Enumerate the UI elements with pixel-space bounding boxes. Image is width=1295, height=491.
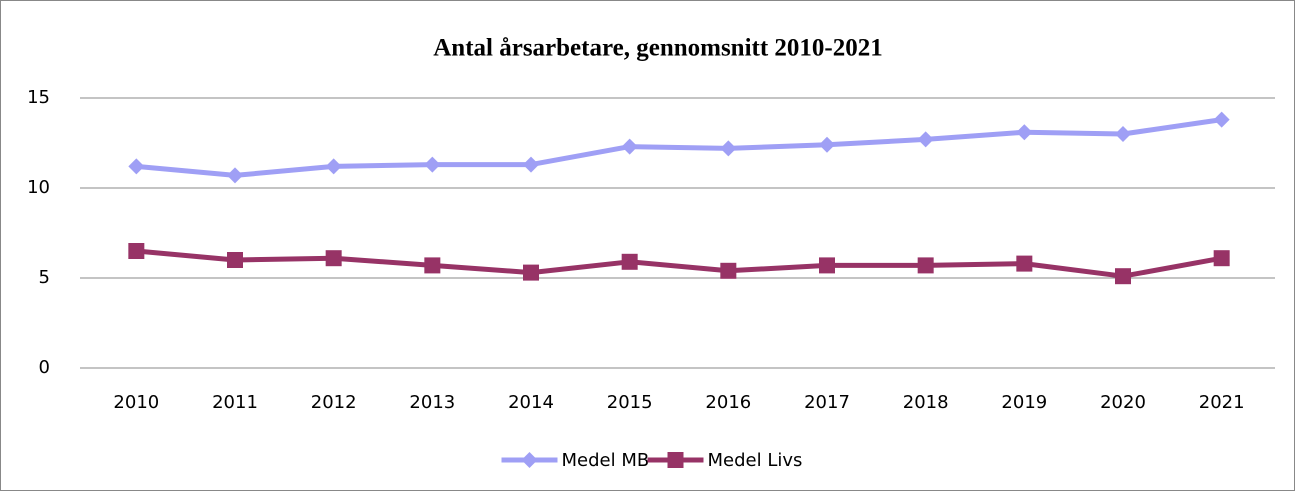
x-tick-label: 2016 [705,392,751,413]
legend-symbol [521,452,538,468]
data-point [523,264,539,281]
x-tick-label: 2019 [1001,392,1047,413]
data-point [325,158,342,175]
data-point [819,136,835,153]
data-point [227,167,243,184]
data-point [128,243,145,259]
data-point [1016,255,1033,272]
data-point [621,253,638,270]
legend-label: Medel Livs [708,450,803,471]
data-point [1016,124,1033,141]
x-tick-label: 2011 [212,392,258,413]
y-tick-label: 0 [39,357,50,378]
x-tick-label: 2015 [607,392,653,413]
y-tick-label: 5 [39,267,50,288]
data-point [325,250,342,267]
data-point [424,156,441,173]
x-tick-label: 2017 [804,392,850,413]
data-point [720,262,737,279]
x-tick-label: 2013 [409,392,455,413]
data-point [523,156,539,173]
data-point [1115,126,1131,142]
x-tick-label: 2021 [1199,392,1245,413]
data-point [1213,250,1230,267]
series-line [136,248,1223,279]
legend-label: Medel MB [562,450,650,471]
data-point [424,257,441,274]
data-point [917,131,934,148]
data-point [1213,111,1230,128]
x-tick-label: 2020 [1100,392,1146,413]
x-tick-label: 2012 [311,392,357,413]
series-line [136,117,1223,178]
data-point [917,257,934,274]
data-point [621,138,638,155]
data-point [819,257,835,274]
data-point [128,158,145,175]
x-tick-label: 2018 [903,392,949,413]
x-tick-label: 2010 [113,392,159,413]
y-tick-label: 10 [27,177,50,198]
chart-title: Antal årsarbetare, gennomsnitt 2010-2021 [433,35,883,62]
y-tick-label: 15 [27,87,50,108]
legend-symbol [667,452,684,468]
x-tick-label: 2014 [508,392,554,413]
data-point [1115,268,1131,285]
data-point [720,140,737,157]
data-point [227,252,243,268]
